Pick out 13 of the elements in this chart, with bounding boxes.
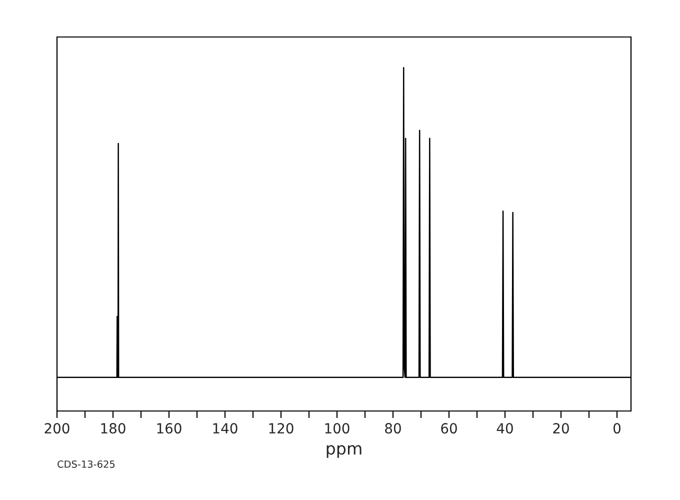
x-tick-label: 180 [101, 423, 126, 434]
x-tick-label: 0 [613, 423, 620, 434]
x-tick-label: 20 [553, 423, 569, 434]
x-tick-label: 140 [213, 423, 238, 434]
x-tick-label: 40 [496, 423, 513, 434]
text: CDS-13-625 [58, 460, 115, 468]
x-tick-label: 160 [157, 423, 182, 434]
x-tick-label: 80 [385, 423, 401, 434]
x-tick-label: 120 [269, 423, 294, 434]
x-tick-label: 100 [325, 423, 350, 434]
x-axis-title: ppm [326, 445, 362, 458]
x-tick-label: 60 [441, 423, 457, 434]
x-tick-label: 200 [44, 423, 70, 434]
